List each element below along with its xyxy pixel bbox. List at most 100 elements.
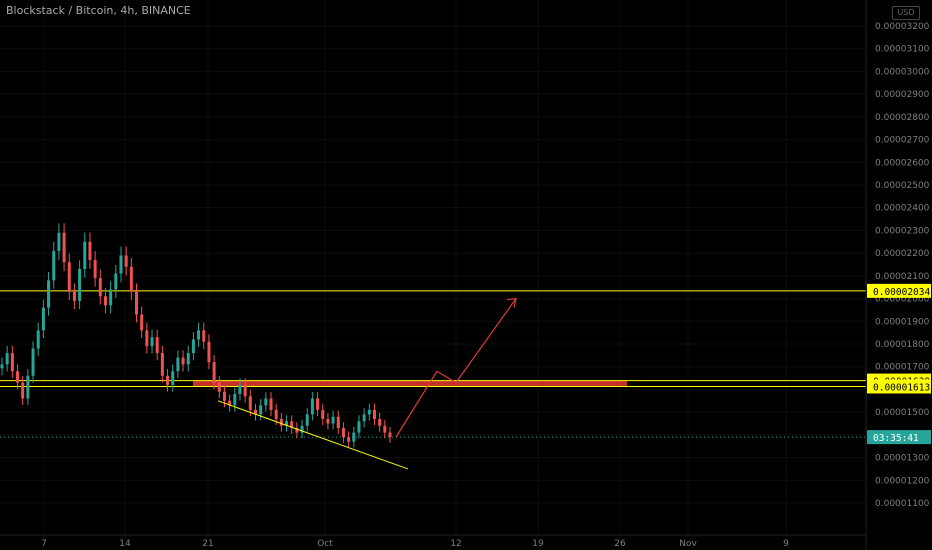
time-tick-label: 19 xyxy=(532,539,544,549)
price-tick-label: 0.00002800 xyxy=(875,113,930,123)
price-tick-label: 0.00002500 xyxy=(875,181,930,191)
projection-path xyxy=(395,298,517,438)
time-tick-label: Nov xyxy=(679,539,697,549)
drawings xyxy=(217,297,517,470)
level-price-label: 0.00002034 xyxy=(873,287,930,298)
time-axis[interactable]: 7 14 21 Oct 12 19 26 Nov 9 xyxy=(41,539,789,549)
price-tick-label: 0.00002000 xyxy=(875,295,930,305)
candle-body xyxy=(10,353,14,372)
price-tick-label: 0.00002400 xyxy=(875,204,930,214)
candle-body xyxy=(290,421,294,429)
level-price-label-bg xyxy=(867,283,931,298)
time-tick-label: 7 xyxy=(41,539,47,549)
time-tick-label: 21 xyxy=(202,539,213,549)
candle-body xyxy=(191,339,195,354)
resistance-zone-box xyxy=(193,380,627,387)
candle-body xyxy=(0,364,4,369)
candle-body xyxy=(217,382,221,392)
candle-body xyxy=(300,425,304,433)
candle-body xyxy=(331,416,335,424)
candle-body xyxy=(316,398,320,410)
candle-body xyxy=(347,437,351,442)
chart-title: Blockstack / Bitcoin, 4h, BINANCE xyxy=(6,4,191,17)
candle-body xyxy=(166,375,170,385)
price-tick-label: 0.00001500 xyxy=(875,408,930,418)
candle-body xyxy=(305,414,309,426)
candle-body xyxy=(103,296,107,306)
price-tick-label: 0.00001900 xyxy=(875,317,930,327)
candle-body xyxy=(362,414,366,422)
price-tick-label: 0.00001300 xyxy=(875,454,930,464)
candle-body xyxy=(269,398,273,410)
candle-body xyxy=(202,330,206,342)
candle-body xyxy=(238,384,242,394)
candle-body xyxy=(248,396,252,410)
candle-body xyxy=(88,241,92,260)
candle-body xyxy=(197,330,201,340)
candle-body xyxy=(129,266,133,292)
candle-body xyxy=(233,393,237,406)
candle-body xyxy=(171,371,175,385)
projection-arrowhead xyxy=(506,297,517,308)
candle-body xyxy=(259,405,263,415)
candle-body xyxy=(372,409,376,419)
candle-body xyxy=(160,353,164,376)
candle-body xyxy=(67,262,71,292)
candle-body xyxy=(383,425,387,433)
candle-body xyxy=(114,273,118,290)
time-tick-label: 12 xyxy=(450,539,461,549)
price-tick-label: 0.00002700 xyxy=(875,136,930,146)
price-tick-label: 0.00001700 xyxy=(875,363,930,373)
horizontal-levels xyxy=(0,290,866,438)
candle-body xyxy=(253,409,257,415)
candle-body xyxy=(274,409,278,419)
price-tick-label: 0.00002300 xyxy=(875,226,930,236)
candle-body xyxy=(83,241,87,270)
candle-body xyxy=(310,398,314,415)
candle-body xyxy=(326,418,330,424)
price-tick-label: 0.00002900 xyxy=(875,90,930,100)
trendline xyxy=(217,400,409,470)
price-tick-label: 0.00001100 xyxy=(875,499,930,509)
price-tick-label: 0.00003200 xyxy=(875,22,930,32)
price-tick-label: 0.00002200 xyxy=(875,249,930,259)
candle-body xyxy=(321,409,325,419)
candle-body xyxy=(279,418,283,426)
candle-body xyxy=(367,409,371,415)
price-tick-label: 0.00003000 xyxy=(875,67,930,77)
candle-body xyxy=(186,353,190,365)
price-tick-label: 0.00002100 xyxy=(875,272,930,282)
candle-body xyxy=(5,353,9,365)
candle-body xyxy=(181,357,185,365)
candle-body xyxy=(285,421,289,426)
candle-body xyxy=(52,250,56,281)
price-tick-label: 0.00003100 xyxy=(875,45,930,55)
time-tick-label: 26 xyxy=(614,539,626,549)
candle-body xyxy=(155,337,159,354)
currency-badge[interactable]: USD xyxy=(892,6,920,20)
candle-body xyxy=(47,280,51,308)
candle-body xyxy=(336,416,340,429)
candle-body xyxy=(78,269,82,301)
candle-body xyxy=(140,314,144,331)
candle-body xyxy=(222,391,226,401)
resistance-zone xyxy=(193,380,627,387)
candle-body xyxy=(228,400,232,406)
candle-body xyxy=(264,398,268,406)
candle-body xyxy=(109,289,113,306)
candle-body xyxy=(62,232,66,263)
candles xyxy=(0,223,392,448)
time-tick-label: Oct xyxy=(317,539,333,549)
current-price-label: 03:35:41 xyxy=(873,433,919,444)
time-tick-label: 9 xyxy=(783,539,789,549)
candle-body xyxy=(124,255,128,267)
candle-body xyxy=(36,330,40,349)
price-tick-label: 0.00001800 xyxy=(875,340,930,350)
candle-body xyxy=(16,371,20,383)
price-tick-label: 0.00001200 xyxy=(875,476,930,486)
candle-body xyxy=(352,432,356,442)
candle-body xyxy=(388,432,392,438)
